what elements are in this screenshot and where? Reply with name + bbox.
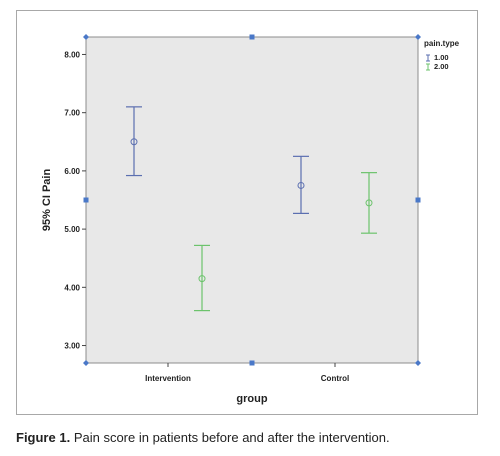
error-bar [293,155,309,214]
figure-caption: Figure 1. Pain score in patients before … [16,430,390,445]
y-tick-label: 7.00 [64,109,80,118]
x-tick-label: Control [321,374,349,383]
y-axis-label: 95% CI Pain [41,169,53,232]
y-tick-label: 3.00 [64,342,80,351]
y-tick-label: 6.00 [64,167,80,176]
error-bar-chart: 3.00 4.00 5.00 6.00 7.00 8.00 Intervention Con… [41,34,460,405]
plot-area [85,36,419,364]
x-tick-label: Intervention [145,374,191,383]
legend-title: pain.type [424,39,460,48]
selection-handle [83,34,89,40]
mean-marker [365,199,373,207]
legend-label: 2.00 [434,62,449,71]
mean-marker [130,138,138,146]
error-bar [361,172,377,234]
legend: pain.type 1.002.00 [424,39,460,71]
error-bar [194,244,210,312]
y-tick-label: 8.00 [64,50,80,59]
selection-handle [415,197,421,203]
y-tick-label: 5.00 [64,225,80,234]
legend-label: 1.00 [434,53,449,62]
caption-text: Pain score in patients before and after … [73,430,390,445]
mean-marker [198,275,206,283]
x-axis: Intervention Control [145,363,349,383]
selection-handle [415,360,421,366]
selection-handles [83,34,421,366]
selection-handle [249,360,255,366]
y-tick-label: 4.00 [64,283,80,292]
mean-marker [297,181,305,189]
selection-handle [83,360,89,366]
x-axis-label: group [236,393,267,405]
selection-handle [415,34,421,40]
caption-label: Figure 1. [16,430,71,445]
error-bar [126,106,142,177]
selection-handle [83,197,89,203]
y-axis: 3.00 4.00 5.00 6.00 7.00 8.00 [64,50,86,351]
series-layer [126,106,377,312]
selection-handle [249,34,255,40]
